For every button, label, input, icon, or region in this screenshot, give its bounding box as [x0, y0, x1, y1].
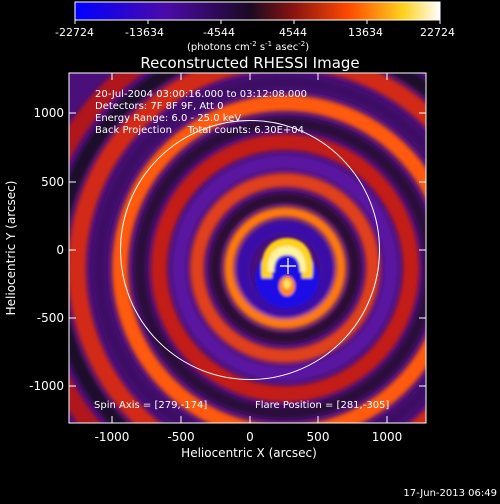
y-tick-label: -500 [37, 311, 64, 325]
y-axis [69, 112, 426, 387]
colorbar-ticks [74, 20, 441, 24]
y-tick-label: 0 [56, 243, 64, 257]
flare-position-label: Flare Position = [281,-305] [255, 400, 389, 411]
info-line: Detectors: 7F 8F 9F, Att 0 [95, 101, 223, 112]
info-line: Back Projection Total counts: 6.30E+04 [95, 125, 304, 136]
solar-limb [120, 120, 380, 380]
x-tick-label: 1000 [372, 430, 403, 444]
rhessi-image [69, 73, 426, 423]
spin-axis-label: Spin Axis = [279,-174] [94, 400, 207, 411]
info-line: Energy Range: 6.0 - 25.0 keV [95, 113, 241, 124]
colorbar-units: (photons cm-2 s-1 asec-2) [187, 40, 309, 53]
x-tick-label: 500 [307, 430, 330, 444]
footer-timestamp: 17-Jun-2013 06:49 [403, 488, 497, 499]
colorbar-strip [74, 1, 441, 21]
y-tick-label: 1000 [33, 106, 64, 120]
x-axis-label: Heliocentric X (arcsec) [181, 446, 317, 460]
x-axis [111, 73, 388, 423]
colorbar-tick-label: 22724 [420, 26, 455, 39]
colorbar-tick-label: -22724 [55, 26, 94, 39]
colorbar-tick-label: -13634 [125, 26, 164, 39]
colorbar: -22724 -13634 -4544 4544 13634 22724 (ph… [55, 1, 455, 53]
y-tick-label: -1000 [29, 379, 64, 393]
colorbar-tick-label: -4544 [203, 26, 235, 39]
info-block: 20-Jul-2004 03:00:16.000 to 03:12:08.000… [95, 89, 307, 136]
colorbar-tick-label: 13634 [348, 26, 383, 39]
x-tick-label: -500 [167, 430, 194, 444]
colorbar-tick-label: 4544 [279, 26, 307, 39]
x-tick-label: 0 [246, 430, 254, 444]
plot-frame [68, 72, 427, 424]
y-tick-label: 500 [41, 175, 64, 189]
x-tick-label: -1000 [95, 430, 130, 444]
flare-cross-icon [280, 258, 296, 274]
plot-title: Reconstructed RHESSI Image [140, 54, 359, 72]
info-line: 20-Jul-2004 03:00:16.000 to 03:12:08.000 [95, 89, 307, 100]
y-axis-label: Heliocentric Y (arcsec) [4, 181, 18, 316]
